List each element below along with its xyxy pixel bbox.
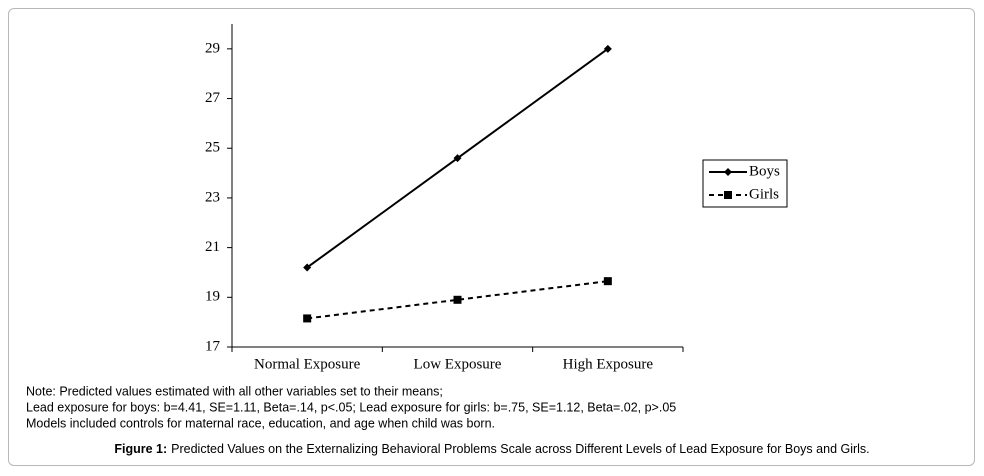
y-tick-label: 23 xyxy=(205,189,220,205)
caption-label: Figure 1: xyxy=(114,442,167,456)
y-tick-label: 25 xyxy=(205,140,220,156)
point xyxy=(303,263,312,272)
point xyxy=(303,314,312,323)
y-tick-label: 21 xyxy=(205,239,220,255)
note: Note: Predicted values estimated with al… xyxy=(26,384,443,398)
point xyxy=(453,154,462,163)
legend-marker xyxy=(724,168,732,176)
legend-marker xyxy=(724,191,732,199)
x-tick-label: Normal Exposure xyxy=(254,356,361,372)
x-tick-label: High Exposure xyxy=(563,356,654,372)
figure-frame xyxy=(8,8,975,466)
point xyxy=(603,44,612,53)
legend-label: Girls xyxy=(749,186,779,202)
x-tick-label: Low Exposure xyxy=(414,356,502,372)
note: Models included controls for maternal ra… xyxy=(26,416,495,430)
y-tick-label: 19 xyxy=(205,289,220,305)
y-tick-label: 29 xyxy=(205,40,220,56)
point xyxy=(453,295,462,304)
caption: Figure 1: Predicted Values on the Externa… xyxy=(114,442,869,456)
legend-box xyxy=(702,159,788,208)
caption-text: Predicted Values on the Externalizing Be… xyxy=(171,442,870,456)
point xyxy=(603,277,612,286)
note: Lead exposure for boys: b=4.41, SE=1.11,… xyxy=(26,400,676,414)
series-line xyxy=(307,280,608,320)
y-tick-label: 27 xyxy=(205,90,221,106)
legend-label: Boys xyxy=(749,163,780,179)
y-tick-label: 17 xyxy=(205,338,221,354)
